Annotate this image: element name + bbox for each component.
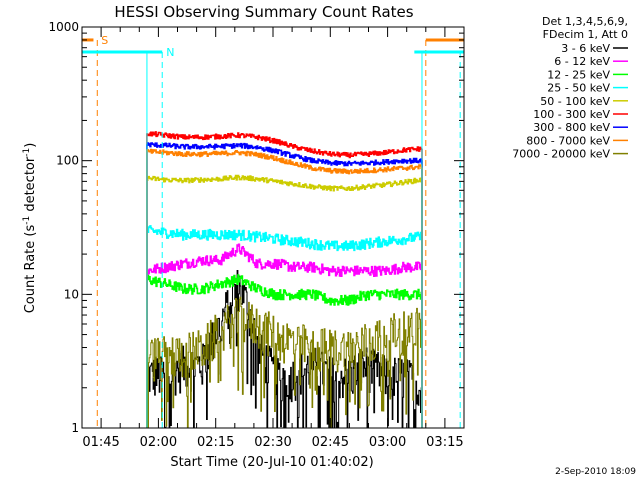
flag-label: N bbox=[166, 46, 174, 59]
series-layer bbox=[146, 131, 423, 429]
legend-label: 50 - 100 keV bbox=[540, 95, 610, 108]
x-tick-label: 02:00 bbox=[140, 435, 177, 450]
x-axis: 01:45 02:00 02:15 02:30 02:45 03:00 03:15 bbox=[81, 27, 465, 450]
legend: Det 1,3,4,5,6,9, FDecim 1, Att 0 3 - 6 k… bbox=[512, 15, 628, 161]
series-line bbox=[146, 131, 423, 428]
series-line bbox=[146, 148, 423, 428]
y-tick-label: 1 bbox=[71, 421, 79, 435]
y-axis-label: Count Rate (s-1 detector-1) bbox=[22, 143, 38, 314]
y-axis-label-end: ) bbox=[23, 143, 38, 148]
legend-label: 100 - 300 keV bbox=[533, 108, 610, 121]
y-axis-label-mid: detector bbox=[23, 156, 38, 216]
flag-layer: SN bbox=[82, 34, 464, 428]
x-axis-label: Start Time (20-Jul-10 01:40:02) bbox=[170, 455, 373, 470]
legend-label: 800 - 7000 keV bbox=[526, 134, 610, 147]
y-axis: 1 10 100 1000 bbox=[48, 20, 464, 435]
legend-label: 300 - 800 keV bbox=[533, 121, 610, 134]
legend-label: 7000 - 20000 keV bbox=[512, 148, 610, 161]
series-line bbox=[146, 225, 423, 428]
y-axis-label-sup-1: -1 bbox=[22, 216, 32, 225]
legend-label: 6 - 12 keV bbox=[554, 55, 610, 68]
chart-title: HESSI Observing Summary Count Rates bbox=[114, 3, 413, 21]
x-tick-label: 01:45 bbox=[82, 435, 119, 450]
legend-header-line-2: FDecim 1, Att 0 bbox=[543, 28, 628, 41]
x-tick-label: 02:15 bbox=[197, 435, 234, 450]
date-stamp: 2-Sep-2010 18:09 bbox=[555, 467, 636, 477]
y-axis-label-main: Count Rate (s bbox=[23, 225, 38, 314]
y-axis-label-sup-2: -1 bbox=[22, 148, 32, 157]
x-tick-label: 02:45 bbox=[312, 435, 349, 450]
legend-label: 25 - 50 keV bbox=[547, 82, 610, 95]
x-tick-label: 03:00 bbox=[369, 435, 406, 450]
x-tick-label: 02:30 bbox=[254, 435, 291, 450]
series-line bbox=[146, 174, 423, 428]
flag-label: S bbox=[101, 34, 108, 47]
x-tick-label: 03:15 bbox=[426, 435, 463, 450]
legend-label: 3 - 6 keV bbox=[561, 42, 610, 55]
series-line bbox=[146, 274, 423, 428]
y-tick-label: 10 bbox=[64, 287, 79, 301]
series-line bbox=[146, 296, 423, 429]
legend-header-line-1: Det 1,3,4,5,6,9, bbox=[542, 15, 628, 28]
series-line bbox=[146, 243, 423, 428]
legend-label: 12 - 25 keV bbox=[547, 68, 610, 81]
y-tick-label: 100 bbox=[56, 154, 79, 168]
y-tick-label: 1000 bbox=[48, 20, 79, 34]
series-line bbox=[146, 142, 423, 428]
